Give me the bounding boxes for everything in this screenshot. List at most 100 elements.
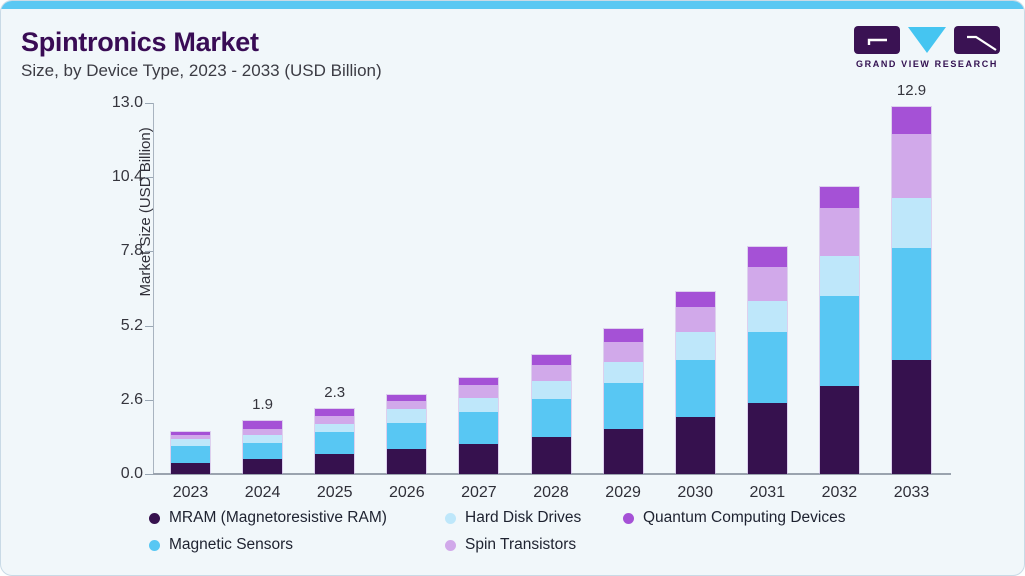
x-tick-label: 2026 xyxy=(389,484,425,501)
bar-segment xyxy=(603,383,643,429)
bar-segment xyxy=(387,401,427,410)
x-tick-label: 2029 xyxy=(605,484,641,501)
bar-segment xyxy=(819,186,859,209)
stacked-bar-chart: 0.0 2.6 5.2 7.8 10.4 13.0 2023 1.9 2024 2.3 2025 20… xyxy=(112,82,951,501)
bar-total-label: 12.9 xyxy=(896,81,927,99)
y-tick-mark xyxy=(145,177,153,179)
y-tick-mark xyxy=(145,474,153,475)
x-axis-line xyxy=(153,473,951,475)
x-tick-label: 2032 xyxy=(821,484,858,501)
y-tick-label: 13.0 xyxy=(111,94,143,111)
page-subtitle: Size, by Device Type, 2023 - 2033 (USD B… xyxy=(21,61,382,80)
bar-segment xyxy=(675,360,715,418)
bar-segment xyxy=(243,443,283,459)
bar-segment xyxy=(171,434,210,439)
legend-label: Magnetic Sensors xyxy=(169,536,294,553)
bar-segment xyxy=(243,458,283,474)
bar-segment xyxy=(531,355,571,366)
y-tick-mark xyxy=(145,399,153,401)
bar-2023 xyxy=(170,431,211,474)
bar-segment xyxy=(747,331,787,403)
y-tick-mark xyxy=(145,325,153,327)
bar-segment xyxy=(675,417,715,474)
bar-segment xyxy=(459,444,499,474)
y-tick-mark xyxy=(145,103,153,104)
gvr-logo: GRAND VIEW RESEARCH xyxy=(854,25,1000,69)
bar-2028 xyxy=(530,354,572,474)
bar-2025 xyxy=(314,408,356,474)
chart-legend: MRAM (Magnetoresistive RAM) Hard Disk Dri… xyxy=(149,509,889,554)
bar-2024 xyxy=(242,419,284,474)
bar-2033 xyxy=(891,105,932,474)
y-tick-mark xyxy=(145,251,153,253)
bar-segment xyxy=(747,266,787,301)
bar-segment xyxy=(171,462,210,474)
bar-segment xyxy=(892,133,931,198)
bar-segment xyxy=(531,365,571,381)
logo-v-triangle-icon xyxy=(908,27,946,53)
bar-segment xyxy=(603,342,643,363)
x-tick-label: 2028 xyxy=(533,484,569,501)
bar-segment xyxy=(603,362,643,384)
bar-total-label: 2.3 xyxy=(324,384,346,402)
bar-segment xyxy=(675,332,715,361)
top-accent-bar xyxy=(1,1,1024,9)
bar-segment xyxy=(171,438,210,447)
bar-segment xyxy=(387,448,427,474)
bar-segment xyxy=(531,399,571,438)
legend-dot-icon xyxy=(149,512,160,524)
bar-2032 xyxy=(818,185,860,474)
legend-label: MRAM (Magnetoresistive RAM) xyxy=(169,509,387,526)
bar-segment xyxy=(459,377,499,386)
bar-segment xyxy=(459,385,499,398)
bar-segment xyxy=(892,247,931,361)
bar-2027 xyxy=(458,376,500,474)
legend-dot-icon xyxy=(623,512,634,524)
legend-dot-icon xyxy=(149,539,160,551)
legend-item: Hard Disk Drives xyxy=(445,509,623,527)
bar-segment xyxy=(315,454,355,474)
x-tick-label: 2027 xyxy=(461,484,497,501)
bar-segment xyxy=(675,292,715,307)
bar-segment xyxy=(747,402,787,474)
bar-segment xyxy=(819,256,859,297)
bar-2031 xyxy=(746,245,788,474)
bar-segment xyxy=(387,395,427,402)
logo-r-block-icon xyxy=(954,26,1000,54)
x-tick-label: 2024 xyxy=(244,484,281,501)
bar-segment xyxy=(315,424,355,432)
bar-segment xyxy=(315,409,355,417)
bar-segment xyxy=(747,246,787,267)
bar-segment xyxy=(315,431,355,455)
legend-label: Spin Transistors xyxy=(465,536,577,553)
bar-segment xyxy=(603,428,643,475)
bar-segment xyxy=(819,208,859,257)
bar-2026 xyxy=(386,394,428,474)
bar-segment xyxy=(387,409,427,424)
bar-segment xyxy=(243,420,283,430)
legend-item: Quantum Computing Devices xyxy=(623,509,889,527)
logo-wordmark: GRAND VIEW RESEARCH xyxy=(856,59,998,69)
bar-segment xyxy=(892,197,931,248)
bar-segment xyxy=(531,437,571,474)
x-tick-label: 2023 xyxy=(172,484,209,501)
y-axis-line xyxy=(153,103,154,474)
logo-g-block-icon xyxy=(854,26,900,54)
y-axis-title: Market Size (USD Billion) xyxy=(137,127,155,297)
bar-segment xyxy=(675,306,715,333)
legend-item: MRAM (Magnetoresistive RAM) xyxy=(149,509,445,527)
x-tick-label: 2033 xyxy=(893,484,930,501)
bar-segment xyxy=(459,397,499,412)
bar-segment xyxy=(243,429,283,435)
bar-segment xyxy=(315,416,355,425)
y-tick-label: 2.6 xyxy=(120,390,143,408)
bar-2030 xyxy=(674,291,716,474)
bar-segment xyxy=(747,300,787,332)
y-tick-label: 0.0 xyxy=(120,465,143,482)
bar-segment xyxy=(819,296,859,386)
bar-segment xyxy=(387,423,427,449)
legend-item: Magnetic Sensors xyxy=(149,536,445,554)
bar-segment xyxy=(819,385,859,474)
bar-segment xyxy=(531,380,571,399)
legend-dot-icon xyxy=(445,512,456,524)
